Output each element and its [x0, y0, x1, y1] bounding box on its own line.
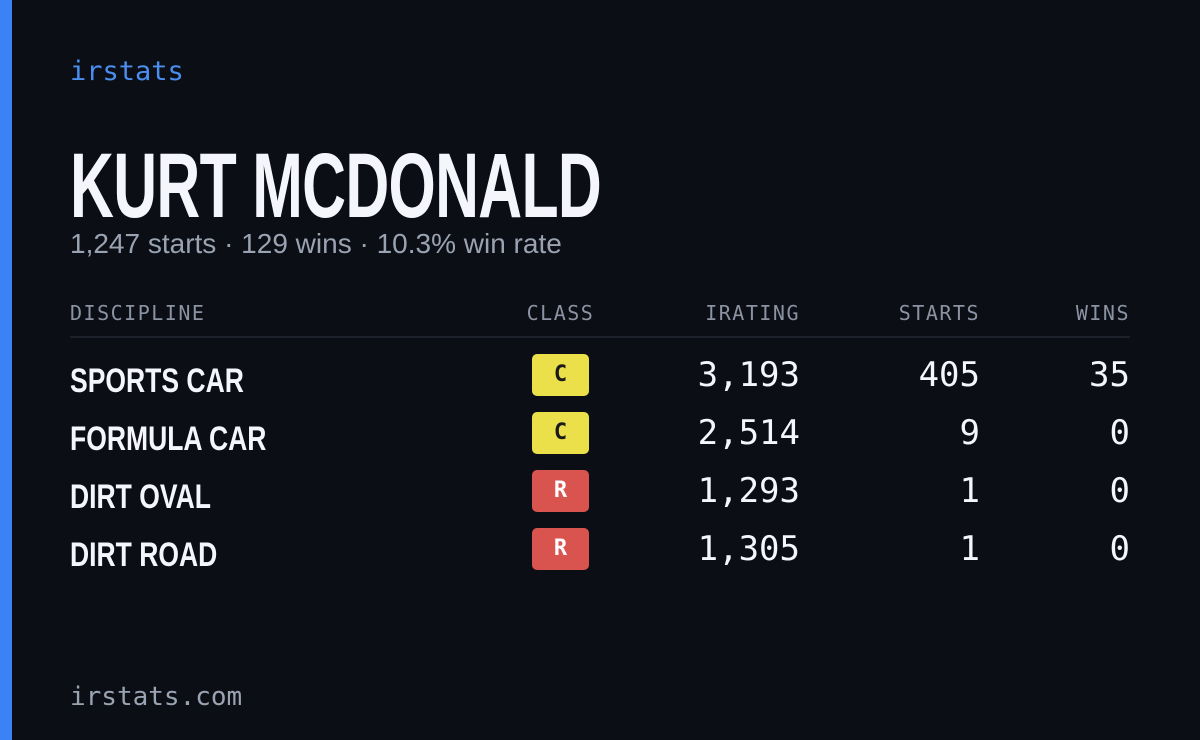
discipline: DIRT OVAL: [70, 478, 211, 516]
stat-value: 1,293: [697, 471, 800, 511]
stat-value: 0: [1109, 413, 1130, 453]
summary: 1,247 starts · 129 wins · 10.3% win rate: [70, 228, 562, 259]
stat-value: 405: [918, 355, 980, 395]
class-badge: R: [532, 528, 589, 570]
stat-value: 35: [1089, 355, 1130, 395]
footer: irstats.com: [70, 682, 243, 712]
stat-value: 1: [959, 529, 980, 569]
class-badge: R: [532, 470, 589, 512]
discipline: FORMULA CAR: [70, 420, 267, 458]
stat-value: 1,305: [697, 529, 800, 569]
stat-value: 1: [959, 471, 980, 511]
stat-value: 9: [959, 413, 980, 453]
stat-value: 3,193: [697, 355, 800, 395]
discipline: DIRT ROAD: [70, 536, 218, 574]
column-header: STARTS: [898, 301, 980, 325]
accent-bar: [0, 0, 12, 740]
brand: irstats: [70, 56, 184, 87]
driver-name: KURT MCDONALD: [70, 135, 602, 237]
stat-value: 2,514: [697, 413, 800, 453]
header-rule: [70, 336, 1130, 338]
discipline: SPORTS CAR: [70, 362, 244, 400]
column-header: WINS: [1075, 301, 1130, 325]
class-badge: C: [532, 412, 589, 454]
column-header: DISCIPLINE: [70, 301, 206, 325]
stat-value: 0: [1109, 529, 1130, 569]
class-badge: C: [532, 354, 589, 396]
column-header: CLASS: [526, 301, 595, 325]
stat-value: 0: [1109, 471, 1130, 511]
column-header: IRATING: [705, 301, 800, 325]
